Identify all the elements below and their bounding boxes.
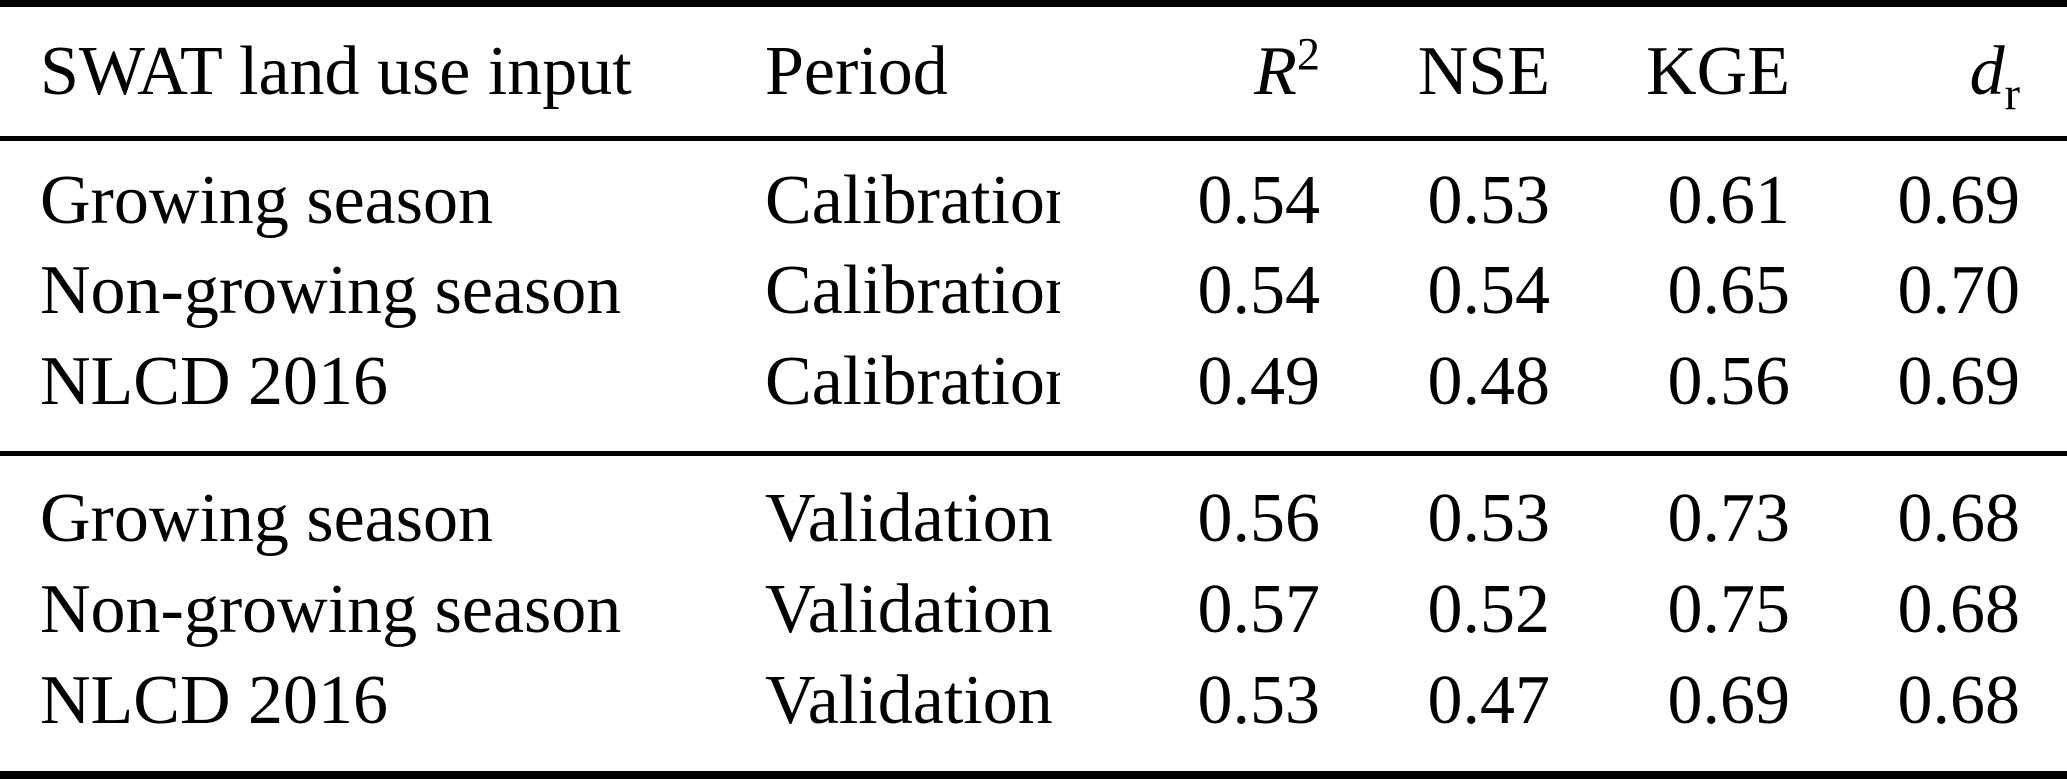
cell-nse: 0.53 — [1427, 480, 1551, 558]
header-r2: R2 — [1060, 3, 1320, 141]
cell-dr: 0.68 — [1897, 571, 2021, 649]
cell-dr: 0.70 — [1897, 252, 2021, 330]
header-land-use: SWAT land use input — [0, 3, 725, 141]
table-row: NLCD 2016 Calibration 0.49 0.48 0.56 0.6… — [0, 337, 2067, 454]
cell-dr: 0.69 — [1897, 161, 2021, 239]
calibration-section: Growing season Calibration 0.54 0.53 0.6… — [0, 139, 2067, 454]
table-header: SWAT land use input Period R2 NSE KGE dr — [0, 3, 2067, 141]
cell-nse: 0.48 — [1427, 343, 1551, 421]
cell-period: Validation — [765, 480, 1053, 558]
table-row: Growing season Validation 0.56 0.53 0.73… — [0, 453, 2067, 565]
table-row: NLCD 2016 Validation 0.53 0.47 0.69 0.68 — [0, 656, 2067, 775]
cell-land-use: NLCD 2016 — [40, 662, 389, 740]
cell-nse: 0.53 — [1427, 161, 1551, 239]
cell-r2: 0.53 — [1197, 662, 1321, 740]
cell-kge: 0.69 — [1667, 662, 1791, 740]
table-row: Non-growing season Validation 0.57 0.52 … — [0, 565, 2067, 656]
cell-nse: 0.52 — [1427, 571, 1551, 649]
cell-r2: 0.56 — [1197, 480, 1321, 558]
cell-r2: 0.49 — [1197, 343, 1321, 421]
header-nse: NSE — [1320, 3, 1550, 141]
cell-period: Calibration — [765, 252, 1060, 330]
cell-kge: 0.61 — [1667, 161, 1791, 239]
cell-land-use: Growing season — [40, 161, 493, 239]
header-dr-symbol: d — [1969, 32, 2005, 110]
cell-kge: 0.75 — [1667, 571, 1791, 649]
cell-nse: 0.47 — [1427, 662, 1551, 740]
table-row: Growing season Calibration 0.54 0.53 0.6… — [0, 139, 2067, 247]
header-kge: KGE — [1550, 3, 1790, 141]
header-dr: dr — [1790, 3, 2067, 141]
cell-land-use: NLCD 2016 — [40, 343, 389, 421]
cell-dr: 0.69 — [1897, 343, 2021, 421]
header-row: SWAT land use input Period R2 NSE KGE dr — [0, 3, 2067, 141]
header-dr-subscript: r — [2004, 67, 2020, 119]
cell-kge: 0.73 — [1667, 480, 1791, 558]
cell-land-use: Non-growing season — [40, 571, 622, 649]
validation-section: Growing season Validation 0.56 0.53 0.73… — [0, 453, 2067, 775]
cell-land-use: Non-growing season — [40, 252, 622, 330]
header-r2-symbol: R — [1254, 32, 1297, 110]
cell-kge: 0.65 — [1667, 252, 1791, 330]
table-row: Non-growing season Calibration 0.54 0.54… — [0, 246, 2067, 337]
cell-dr: 0.68 — [1897, 480, 2021, 558]
cell-r2: 0.54 — [1197, 161, 1321, 239]
cell-r2: 0.54 — [1197, 252, 1321, 330]
header-r2-exponent: 2 — [1296, 28, 1320, 80]
cell-period: Validation — [765, 571, 1053, 649]
cell-nse: 0.54 — [1427, 252, 1551, 330]
cell-period: Calibration — [765, 343, 1060, 421]
cell-dr: 0.68 — [1897, 662, 2021, 740]
cell-land-use: Growing season — [40, 480, 493, 558]
cell-period: Validation — [765, 662, 1053, 740]
cell-r2: 0.57 — [1197, 571, 1321, 649]
cell-kge: 0.56 — [1667, 343, 1791, 421]
cell-period: Calibration — [765, 161, 1060, 239]
header-period: Period — [725, 3, 1060, 141]
